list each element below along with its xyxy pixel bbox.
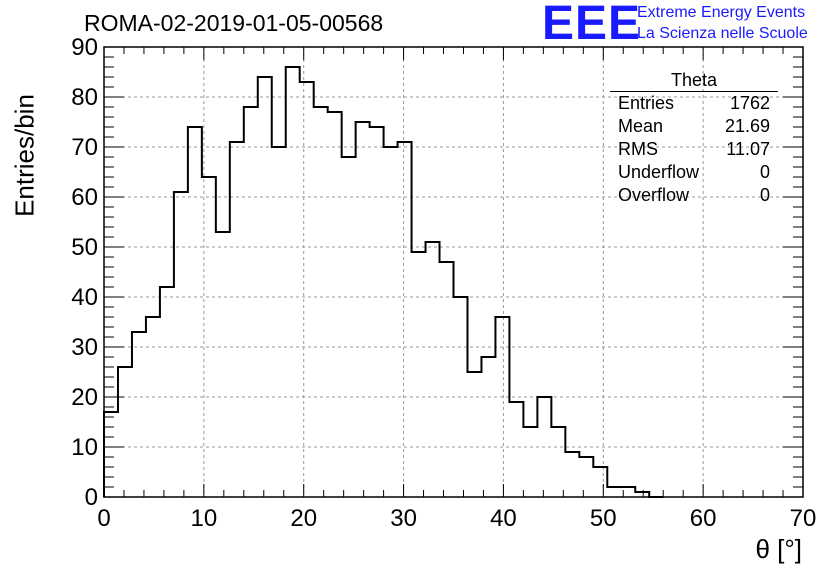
histogram-bin <box>440 262 454 497</box>
histogram-bin <box>300 82 314 497</box>
stats-label: Entries <box>618 93 675 113</box>
histogram-bin <box>398 142 412 497</box>
histogram-bin <box>174 192 188 497</box>
eee-logo-line1: Extreme Energy Events <box>637 4 806 21</box>
histogram-bin <box>593 467 607 497</box>
histogram-bin <box>314 107 328 497</box>
eee-logo-mark: EEE <box>542 0 642 50</box>
x-tick-label: 10 <box>191 505 218 532</box>
stats-title: Theta <box>610 70 778 92</box>
y-tick-label: 60 <box>71 184 98 211</box>
stats-value: 0 <box>759 185 770 205</box>
histogram-bin <box>426 242 440 497</box>
stats-row-underflow: Underflow 0 <box>610 161 778 184</box>
stats-value: 0 <box>759 162 770 182</box>
x-axis-label: θ [°] <box>755 534 802 564</box>
histogram-bin <box>272 147 286 497</box>
stats-row-entries: Entries 1762 <box>610 92 778 115</box>
x-tick-label: 30 <box>390 505 417 532</box>
histogram-bin <box>146 317 160 497</box>
histogram-bin <box>551 427 565 497</box>
histogram-bin <box>509 402 523 497</box>
histogram-bin <box>230 142 244 497</box>
stats-value: 11.07 <box>726 139 770 159</box>
histogram-bin <box>188 127 202 497</box>
plot-frame <box>103 46 804 498</box>
histogram-bin <box>244 107 258 497</box>
histogram-bin <box>202 177 216 497</box>
x-tick-label: 40 <box>490 505 517 532</box>
x-tick-label: 60 <box>690 505 717 532</box>
histogram-bin <box>467 372 481 497</box>
histogram-bin <box>481 357 495 497</box>
stats-label: Mean <box>618 116 664 136</box>
eee-logo-line2: La Scienza nelle Scuole <box>637 25 808 42</box>
histogram-bin <box>370 127 384 497</box>
y-tick-label: 10 <box>71 434 98 461</box>
y-tick-label: 80 <box>71 84 98 111</box>
stats-row-rms: RMS 11.07 <box>610 138 778 161</box>
chart-title: ROMA-02-2019-01-05-00568 <box>84 10 384 36</box>
histogram-bin <box>523 427 537 497</box>
stats-box: Theta Entries 1762 Mean 21.69 RMS 11.07 … <box>610 70 778 207</box>
x-tick-label: 20 <box>290 505 317 532</box>
y-tick-label: 20 <box>71 384 98 411</box>
x-tick-label: 70 <box>790 505 817 532</box>
histogram-bin <box>104 412 118 497</box>
histogram-bin <box>537 397 551 497</box>
stats-label: Overflow <box>618 185 690 205</box>
y-tick-label: 0 <box>85 484 98 511</box>
x-tick-label: 0 <box>97 505 110 532</box>
histogram-bin <box>384 147 398 497</box>
x-tick-label: 50 <box>590 505 617 532</box>
stats-label: Underflow <box>618 162 700 182</box>
y-tick-label: 70 <box>71 134 98 161</box>
histogram-bin <box>160 287 174 497</box>
stats-value: 21.69 <box>724 116 770 136</box>
histogram-bin <box>579 457 593 497</box>
stats-label: RMS <box>618 139 658 159</box>
histogram-bin <box>342 157 356 497</box>
histogram-bin <box>328 112 342 497</box>
histogram-bin <box>216 232 230 497</box>
histogram-bin <box>132 332 146 497</box>
y-axis-label: Entries/bin <box>9 94 40 217</box>
histogram-bin <box>286 67 300 497</box>
y-tick-label: 40 <box>71 284 98 311</box>
histogram-bin <box>454 297 468 497</box>
stats-row-mean: Mean 21.69 <box>610 115 778 138</box>
histogram-bin <box>412 252 426 497</box>
histogram-bin <box>258 77 272 497</box>
histogram-bin <box>495 317 509 497</box>
stats-row-overflow: Overflow 0 <box>610 184 778 207</box>
histogram-bin <box>607 487 621 497</box>
histogram-bin <box>621 487 635 497</box>
y-tick-label: 30 <box>71 334 98 361</box>
histogram-bin <box>356 122 370 497</box>
stats-value: 1762 <box>729 93 770 113</box>
y-tick-label: 90 <box>71 34 98 61</box>
histogram-bin <box>118 367 132 497</box>
y-tick-label: 50 <box>71 234 98 261</box>
histogram-series <box>103 66 664 498</box>
histogram-bin <box>565 452 579 497</box>
